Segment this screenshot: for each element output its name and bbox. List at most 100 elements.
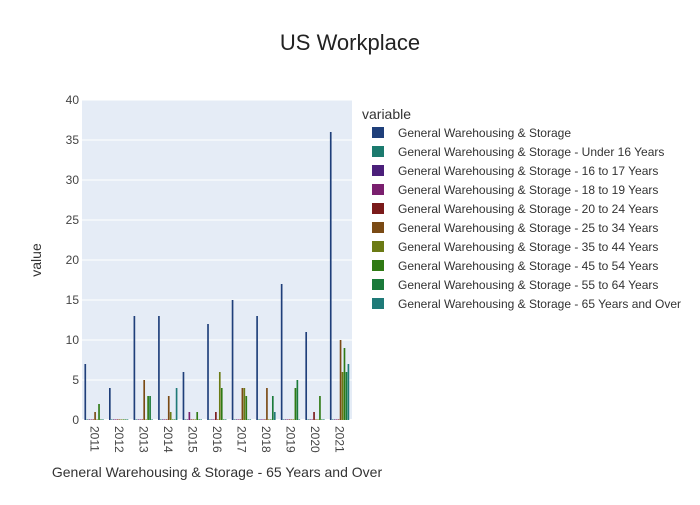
bar [256,316,258,420]
legend-label: General Warehousing & Storage - 25 to 34… [398,221,658,235]
bar [335,419,338,420]
legend-swatch [372,298,384,309]
bar [258,419,260,420]
x-axis-label: General Warehousing & Storage - 65 Years… [52,464,383,480]
legend-label: General Warehousing & Storage - 20 to 24… [398,202,658,216]
bar [122,419,125,420]
legend[interactable]: General Warehousing & Storage General War… [372,126,681,311]
bar [88,419,91,420]
bar [116,419,119,420]
bar [345,372,348,420]
bar [241,388,244,420]
y-tick-label: 15 [66,293,80,307]
legend-item[interactable]: General Warehousing & Storage [372,126,571,140]
legend-label: General Warehousing & Storage - 55 to 64… [398,278,658,292]
x-axis-ticks: 2011 2012 2013 2014 2015 2016 2017 2018 2019 2020… [87,426,346,453]
bar [273,412,276,420]
bar [235,419,238,420]
bar [245,396,248,420]
legend-item[interactable]: General Warehousing & Storage - Under 16… [372,145,664,159]
legend-item[interactable]: General Warehousing & Storage - 65 Years… [372,297,681,311]
bar [305,332,308,420]
bar [309,419,311,420]
bar [112,419,115,420]
bar [147,396,149,420]
bar [319,396,321,420]
legend-swatch [372,203,384,214]
bar [175,388,178,420]
y-tick-label: 10 [66,333,80,347]
bar [339,340,342,420]
bar [100,419,102,420]
bar [321,419,323,420]
legend-swatch [372,146,384,157]
bar [184,419,187,420]
bar [135,419,138,420]
bar [260,419,262,420]
bar [262,419,264,420]
bar [96,419,98,420]
y-tick-label: 40 [66,93,80,107]
bar [224,419,227,420]
legend-item[interactable]: General Warehousing & Storage - 35 to 44… [372,240,658,254]
bar [207,324,209,420]
y-tick-label: 25 [66,213,80,227]
bar [343,348,346,420]
legend-label: General Warehousing & Storage - 35 to 44… [398,240,658,254]
bar [209,419,211,420]
legend-swatch [372,241,384,252]
bar [243,388,246,420]
bar [333,419,336,420]
bar [211,419,213,420]
legend-item[interactable]: General Warehousing & Storage - 45 to 54… [372,259,658,273]
bar [110,419,113,420]
bar [329,132,332,420]
bar [167,396,170,420]
x-tick-label: 2016 [210,426,224,453]
bar [109,388,111,420]
bar [231,300,234,420]
bar [139,419,142,420]
legend-item[interactable]: General Warehousing & Storage - 55 to 64… [372,278,658,292]
legend-swatch [372,127,384,138]
y-tick-label: 5 [72,373,79,387]
legend-item[interactable]: General Warehousing & Storage - 20 to 24… [372,202,658,216]
x-tick-label: 2015 [185,426,199,453]
bar [347,364,350,420]
bar [233,419,236,420]
bar [307,419,309,420]
bar [145,419,147,420]
legend-item[interactable]: General Warehousing & Storage - 16 to 17… [372,164,658,178]
legend-label: General Warehousing & Storage - 45 to 54… [398,259,658,273]
y-tick-label: 30 [66,173,80,187]
bar [182,372,185,420]
y-axis-ticks: 0 5 10 15 20 25 30 35 40 [66,93,80,427]
bar [196,412,199,420]
bar [163,419,166,420]
legend-label: General Warehousing & Storage - 65 Years… [398,297,681,311]
y-tick-label: 20 [66,253,80,267]
bar [151,419,153,420]
bar [90,419,93,420]
bar [288,419,291,420]
legend-label: General Warehousing & Storage - Under 16… [398,145,664,159]
bar [160,419,162,420]
bar [165,419,168,420]
bar [286,419,289,420]
bar [239,419,242,420]
bar [270,419,272,420]
bar [296,380,299,420]
bar [200,419,202,420]
bar [237,419,240,420]
legend-item[interactable]: General Warehousing & Storage - 18 to 19… [372,183,658,197]
bar [317,419,319,420]
x-tick-label: 2018 [259,426,273,453]
x-tick-label: 2011 [87,426,101,452]
bar [149,396,151,420]
legend-item[interactable]: General Warehousing & Storage - 25 to 34… [372,221,658,235]
bar [102,419,104,420]
legend-title: variable [362,106,411,122]
bar [315,419,317,420]
x-tick-label: 2020 [308,426,322,453]
